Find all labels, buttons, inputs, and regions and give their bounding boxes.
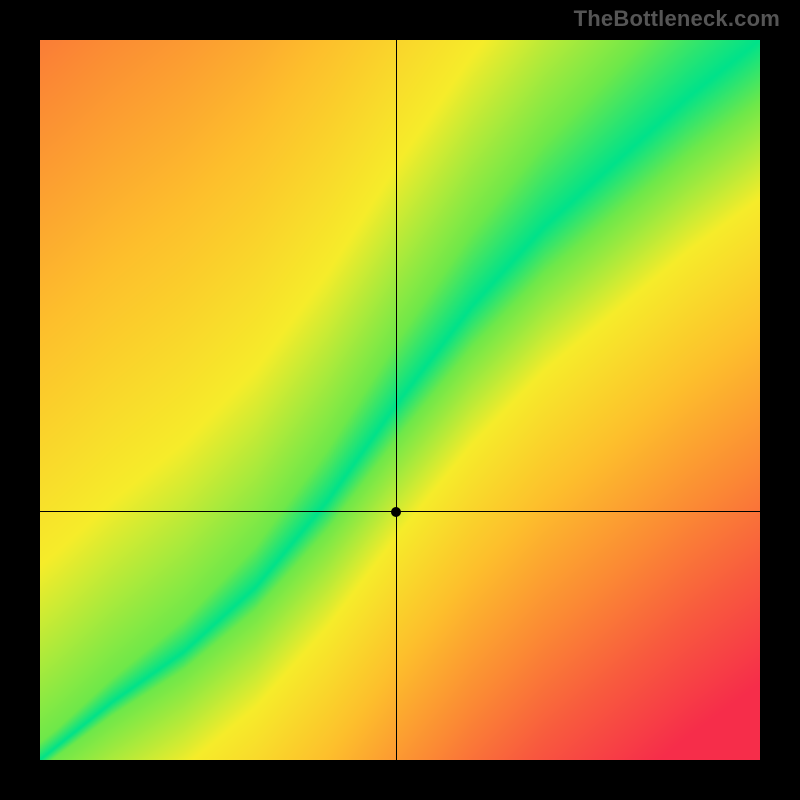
chart-container: TheBottleneck.com [0,0,800,800]
bottleneck-heatmap [40,40,760,760]
crosshair-vertical [396,40,397,760]
watermark-text: TheBottleneck.com [574,6,780,32]
plot-area [40,40,760,760]
current-point-marker [391,507,401,517]
